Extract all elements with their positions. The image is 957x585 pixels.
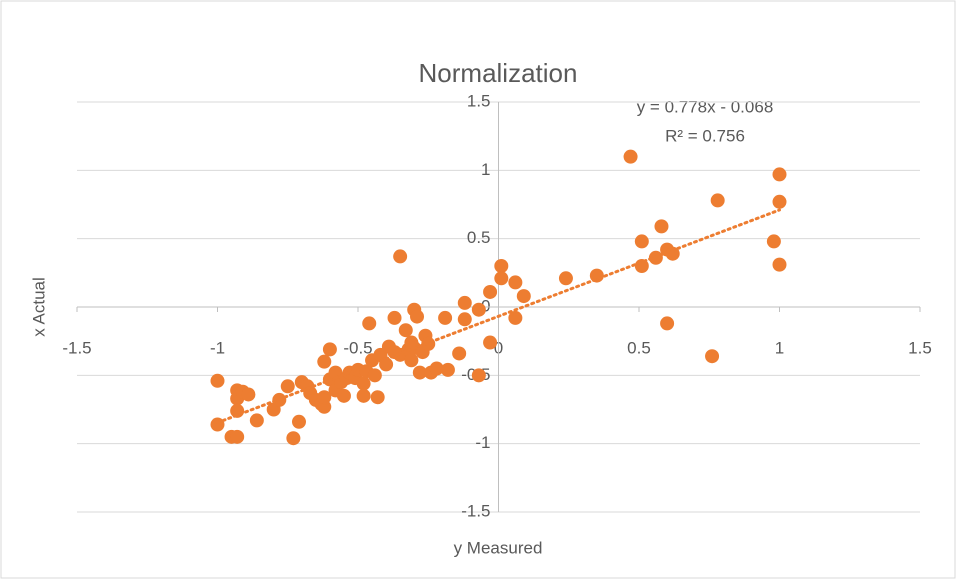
point (508, 275, 523, 290)
point (494, 259, 509, 273)
y-tick-label: -1 (475, 433, 490, 452)
point (452, 346, 467, 361)
trendline (216, 208, 781, 425)
point (393, 249, 408, 264)
point (230, 429, 245, 444)
point (705, 349, 720, 364)
point (471, 368, 486, 383)
point (665, 246, 680, 261)
point (336, 388, 351, 403)
chart-title: Normalization (419, 58, 578, 88)
point (660, 316, 675, 331)
point (508, 310, 523, 325)
point (483, 335, 498, 350)
r-squared: R² = 0.756 (665, 126, 745, 145)
point (317, 390, 332, 405)
x-tick-label: 0.5 (627, 338, 651, 357)
point (772, 194, 787, 209)
point (429, 361, 444, 376)
point (398, 323, 413, 338)
point (291, 414, 306, 429)
point (362, 316, 377, 331)
point (410, 309, 425, 324)
point (241, 387, 256, 402)
y-tick-label: 1 (481, 160, 490, 179)
point (710, 193, 725, 208)
point (356, 376, 371, 391)
point (471, 302, 486, 317)
point (280, 379, 295, 394)
point (558, 271, 573, 286)
point (322, 342, 337, 357)
point (367, 368, 382, 383)
y-tick-label: 0.5 (467, 228, 491, 247)
point (654, 219, 669, 234)
point (387, 310, 402, 325)
point (516, 289, 531, 304)
x-tick-label: -1.5 (62, 338, 91, 357)
point (249, 413, 264, 428)
point (457, 312, 472, 327)
point (766, 234, 781, 249)
x-tick-label: -0.5 (343, 338, 372, 357)
point (412, 365, 427, 380)
point (634, 234, 649, 249)
y-tick-label: 1.5 (467, 91, 491, 110)
y-tick-label: 0 (481, 296, 490, 315)
point (772, 167, 787, 182)
point (356, 388, 371, 403)
point (404, 353, 419, 368)
point (286, 431, 301, 446)
y-tick-label: -1.5 (461, 501, 490, 520)
point (438, 310, 453, 325)
point (494, 271, 509, 286)
point (210, 417, 225, 432)
point (457, 295, 472, 310)
trendline-equation: y = 0.778x - 0.068 (637, 97, 774, 116)
x-tick-label: 1.5 (908, 338, 932, 357)
point (589, 268, 604, 283)
point (440, 362, 455, 377)
point (623, 149, 638, 164)
point (483, 284, 498, 299)
point (317, 399, 332, 414)
x-tick-label: -1 (210, 338, 225, 357)
x-axis-title: y Measured (454, 538, 543, 557)
y-axis-title: x Actual (29, 277, 48, 337)
point (370, 390, 385, 405)
point (210, 373, 225, 388)
point (317, 354, 332, 369)
point (772, 257, 787, 272)
x-tick-label: 1 (775, 338, 784, 357)
